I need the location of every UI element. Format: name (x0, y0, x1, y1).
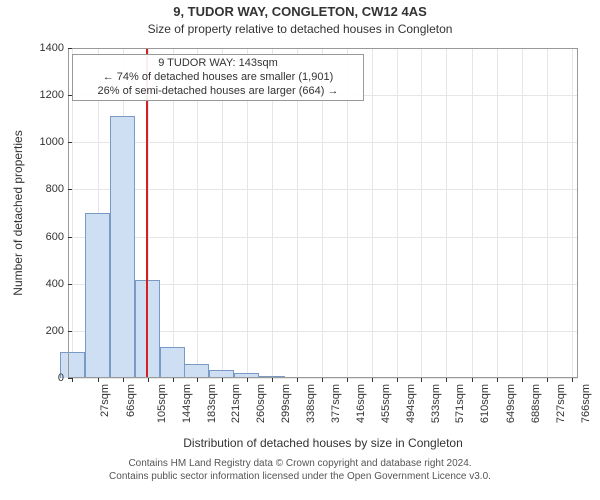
x-tick-label: 105sqm (156, 384, 168, 423)
y-tick-label: 200 (46, 325, 64, 337)
annotation-line-2: ← 74% of detached houses are smaller (1,… (79, 71, 357, 85)
page-title: 9, TUDOR WAY, CONGLETON, CW12 4AS (0, 4, 600, 19)
x-tick-label: 183sqm (206, 384, 218, 423)
x-tick-label: 416sqm (355, 384, 367, 423)
x-tick-label: 377sqm (330, 384, 342, 423)
annotation-line-1: 9 TUDOR WAY: 143sqm (79, 57, 357, 71)
x-tick-label: 260sqm (255, 384, 267, 423)
x-axis-label: Distribution of detached houses by size … (183, 436, 463, 450)
x-tick-label: 338sqm (305, 384, 317, 423)
x-tick-label: 688sqm (530, 384, 542, 423)
annotation-line-3: 26% of semi-detached houses are larger (… (79, 85, 357, 99)
x-tick-label: 610sqm (480, 384, 492, 423)
footer-attribution: Contains HM Land Registry data © Crown c… (0, 458, 600, 483)
x-tick-label: 299sqm (280, 384, 292, 423)
x-tick-label: 494sqm (405, 384, 417, 423)
footer-line-1: Contains HM Land Registry data © Crown c… (0, 458, 600, 471)
x-tick-label: 727sqm (555, 384, 567, 423)
annotation-box: 9 TUDOR WAY: 143sqm ← 74% of detached ho… (72, 54, 364, 101)
y-tick-label: 0 (58, 372, 64, 384)
x-tick-label: 144sqm (181, 384, 193, 423)
x-tick-label: 66sqm (125, 384, 137, 417)
x-tick-label: 27sqm (100, 384, 112, 417)
footer-line-2: Contains public sector information licen… (0, 471, 600, 484)
x-tick-label: 649sqm (505, 384, 517, 423)
y-tick-label: 400 (46, 278, 64, 290)
x-tick-label: 533sqm (430, 384, 442, 423)
x-tick-label: 766sqm (580, 384, 592, 423)
x-tick-label: 571sqm (455, 384, 467, 423)
x-tick-label: 221sqm (230, 384, 242, 423)
y-tick-label: 1400 (40, 42, 64, 54)
y-tick-label: 800 (46, 183, 64, 195)
y-tick-label: 600 (46, 231, 64, 243)
y-tick-label: 1200 (40, 89, 64, 101)
y-tick-label: 1000 (40, 136, 64, 148)
page-subtitle: Size of property relative to detached ho… (0, 22, 600, 36)
x-tick-label: 455sqm (380, 384, 392, 423)
